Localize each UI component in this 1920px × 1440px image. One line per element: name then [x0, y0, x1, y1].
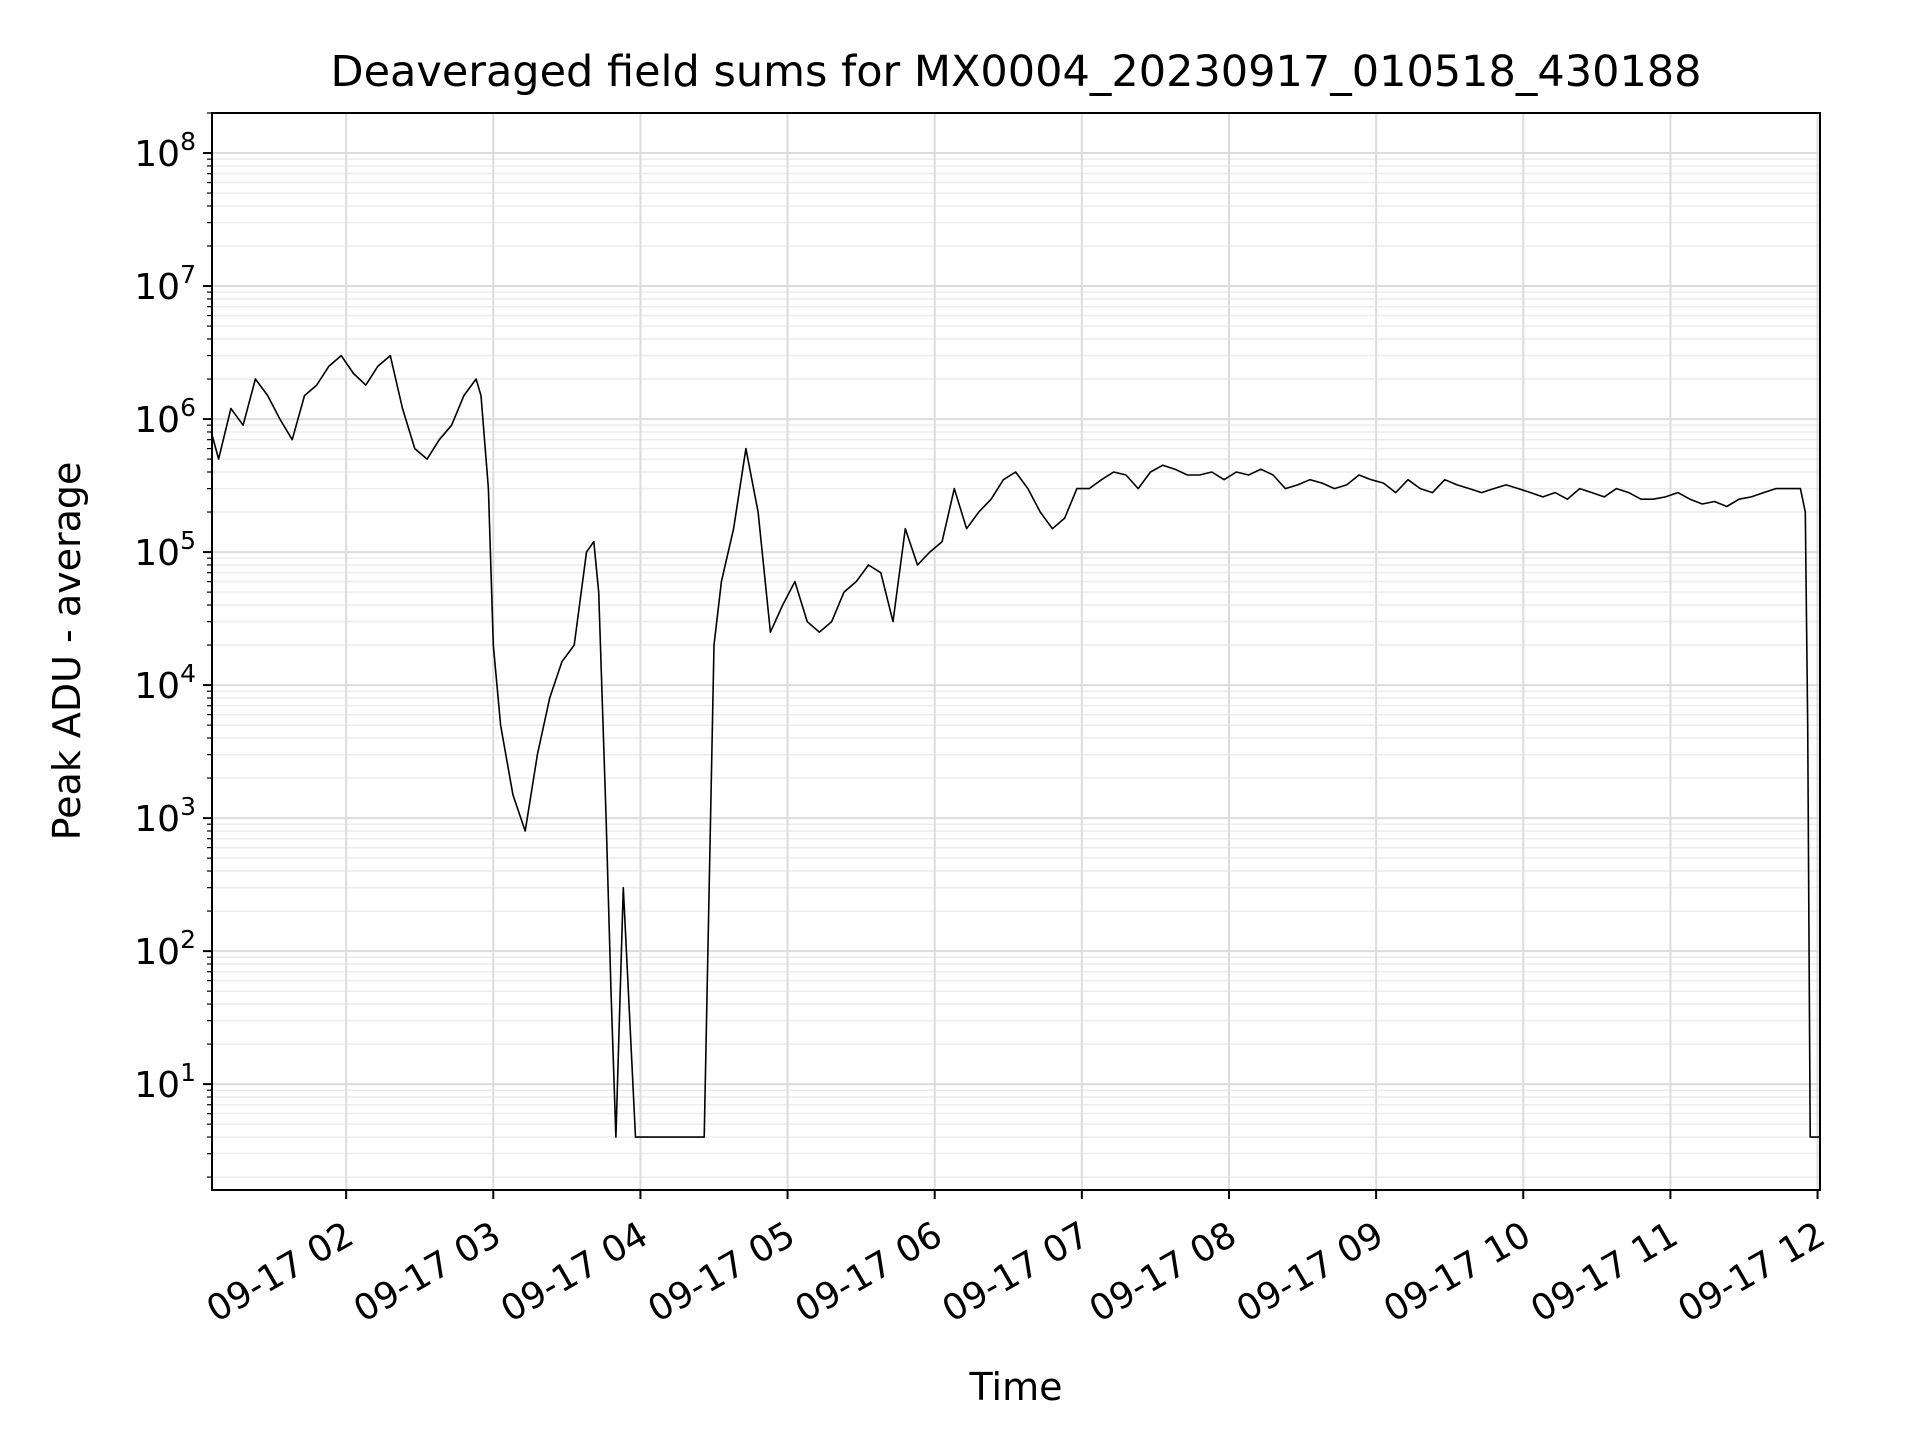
y-axis-label: Peak ADU - average [45, 462, 89, 841]
x-axis-label: Time [969, 1365, 1063, 1409]
y-tick-label: 105 [134, 526, 196, 574]
series-line [210, 354, 1820, 1138]
y-tick-label: 103 [134, 792, 196, 840]
plot-frame [211, 112, 1821, 1191]
y-tick-label: 102 [134, 925, 196, 973]
y-tick-label: 101 [134, 1058, 196, 1106]
y-tick-label: 106 [134, 393, 196, 441]
y-tick-label: 107 [134, 260, 196, 308]
y-tick-label: 104 [134, 659, 196, 707]
y-tick-label: 108 [134, 127, 196, 175]
chart-title: Deaveraged field sums for MX0004_2023091… [330, 47, 1701, 97]
series-layer [210, 354, 1820, 1138]
y-axis: 101 102 103 104 105 106 107 108 [134, 112, 212, 1178]
